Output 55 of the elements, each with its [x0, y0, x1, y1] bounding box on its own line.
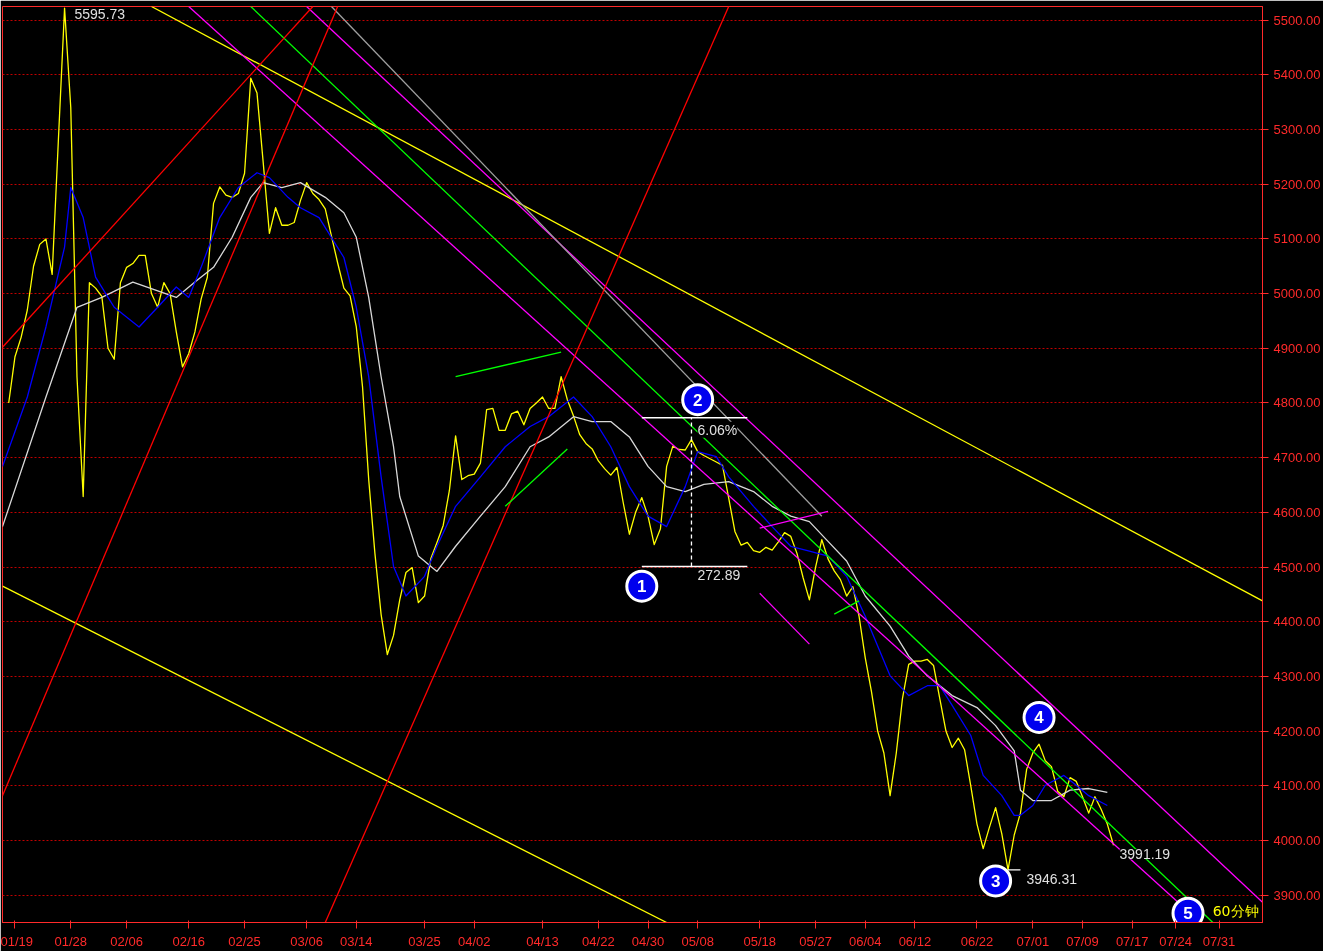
x-tick-label: 02/25 — [228, 933, 261, 949]
x-tick-label: 04/13 — [526, 933, 559, 949]
annotation: 3 — [990, 871, 1001, 891]
y-tick-label: 4000.00 — [1273, 832, 1321, 848]
annotation: 60分钟 — [1212, 902, 1259, 919]
annotation: 5 — [1183, 904, 1193, 924]
x-tick-label: 02/06 — [110, 933, 143, 949]
x-tick-label: 07/17 — [1115, 933, 1149, 949]
x-tick-label: 02/16 — [172, 933, 205, 949]
y-tick-label: 4500.00 — [1273, 559, 1321, 575]
y-tick-label: 5000.00 — [1273, 286, 1321, 302]
y-tick-label: 5200.00 — [1273, 176, 1321, 192]
x-tick-label: 07/24 — [1159, 933, 1192, 949]
x-tick-label: 05/18 — [743, 933, 777, 949]
line-series — [8, 7, 1115, 871]
x-tick-label: 03/14 — [340, 933, 373, 949]
point — [681, 383, 715, 417]
y-tick-label: 4700.00 — [1273, 450, 1321, 466]
annotation: 4 — [1034, 708, 1045, 728]
annotation: 6.06% — [697, 421, 738, 438]
annotation: 272.89 — [697, 567, 741, 584]
x-tick-label: 03/25 — [408, 933, 441, 949]
annotation: 5595.73 — [74, 5, 126, 22]
x-tick-label: 04/02 — [457, 933, 491, 949]
x-tick-label: 06/22 — [960, 933, 994, 949]
x-tick-label: 07/01 — [1016, 933, 1050, 949]
x-tick-label: 05/08 — [681, 933, 714, 949]
annotation: 1 — [637, 577, 647, 597]
y-tick-label: 5400.00 — [1273, 67, 1321, 83]
x-tick-label: 07/31 — [1202, 933, 1236, 949]
y-tick-label: 3900.00 — [1273, 887, 1321, 903]
y-tick-label: 5100.00 — [1273, 231, 1321, 247]
point — [625, 569, 659, 603]
x-tick-label: 04/30 — [631, 933, 665, 949]
point — [979, 864, 1013, 898]
y-tick-label: 4900.00 — [1273, 340, 1321, 356]
x-tick-label: 07/09 — [1066, 933, 1099, 949]
x-tick-label: 04/22 — [582, 933, 615, 949]
x-tick-label: 06/12 — [898, 933, 932, 949]
x-tick-label: 01/28 — [54, 933, 88, 949]
y-tick-label: 4200.00 — [1273, 723, 1321, 739]
x-tick-label: 03/06 — [290, 933, 323, 949]
y-tick-label: 4400.00 — [1273, 614, 1321, 630]
annotation: 2 — [692, 390, 703, 410]
y-tick-label: 4600.00 — [1273, 504, 1321, 520]
y-tick-label: 4800.00 — [1273, 395, 1321, 411]
y-tick-label: 4300.00 — [1273, 668, 1321, 684]
y-tick-label: 5300.00 — [1273, 122, 1321, 138]
annotation: 3991.19 — [1119, 846, 1171, 863]
annotation: 3946.31 — [1026, 870, 1078, 887]
x-tick-label: 01/19 — [0, 933, 34, 949]
x-tick-label: 06/04 — [848, 933, 882, 949]
y-tick-label: 5500.00 — [1273, 12, 1321, 28]
y-tick-label: 4100.00 — [1273, 778, 1321, 794]
x-tick-label: 05/27 — [799, 933, 832, 949]
